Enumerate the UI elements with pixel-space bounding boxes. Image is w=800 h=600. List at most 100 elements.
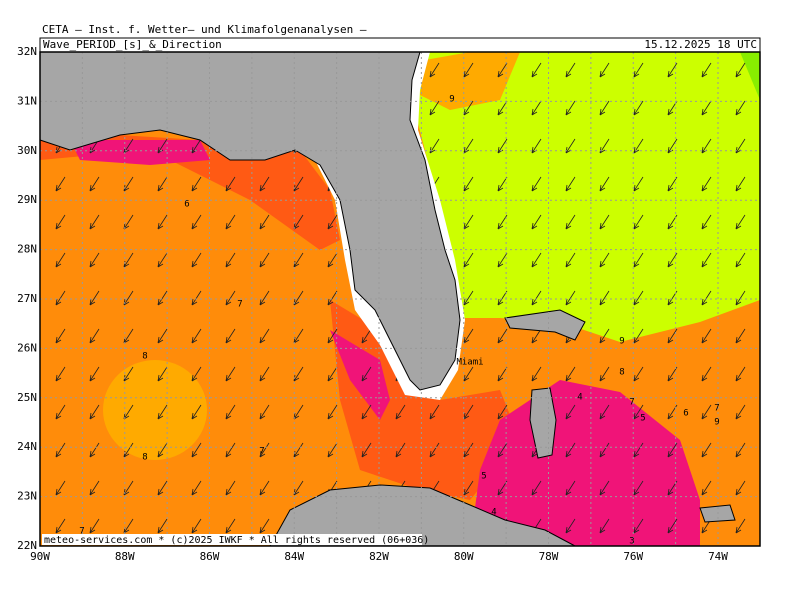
map-title: Wave_PERIOD_[s]_&_Direction	[43, 38, 222, 51]
arrow	[55, 442, 66, 458]
arrow	[565, 518, 576, 534]
contour-label: 9	[714, 418, 719, 428]
arrow	[735, 366, 746, 382]
arrow	[565, 290, 576, 306]
arrow	[531, 328, 542, 344]
arrow	[55, 404, 66, 420]
arrow	[191, 366, 202, 382]
contour-label: 7	[629, 398, 634, 408]
lon-label: 86W	[200, 550, 220, 563]
arrow	[259, 176, 270, 192]
arrow	[565, 252, 576, 268]
footer-bg	[42, 534, 422, 545]
arrow	[191, 404, 202, 420]
arrow	[191, 328, 202, 344]
arrow	[191, 442, 202, 458]
valid-time: 15.12.2025 18 UTC	[644, 38, 757, 51]
arrow	[667, 138, 678, 154]
arrow	[497, 100, 508, 116]
arrow	[633, 62, 644, 78]
arrow	[225, 214, 236, 230]
arrow	[667, 442, 678, 458]
footer: meteo-services.com * (c)2025 IWKF * All …	[44, 535, 429, 546]
arrow	[735, 252, 746, 268]
arrow	[191, 290, 202, 306]
lon-label: 88W	[115, 550, 135, 563]
arrow	[735, 518, 746, 534]
arrow	[667, 328, 678, 344]
contour-label: 5	[640, 414, 645, 424]
arrow	[565, 214, 576, 230]
arrow	[497, 176, 508, 192]
arrow	[531, 480, 542, 496]
arrow	[361, 404, 372, 420]
arrow	[701, 214, 712, 230]
place-label: Miami	[456, 358, 483, 368]
field-dark-orange	[330, 300, 520, 500]
arrow	[463, 366, 474, 382]
lon-label: 78W	[539, 550, 559, 563]
arrow	[157, 290, 168, 306]
arrow	[667, 176, 678, 192]
arrow	[89, 518, 100, 534]
arrow	[497, 442, 508, 458]
plot-frame	[39, 51, 761, 547]
arrow	[531, 100, 542, 116]
arrow	[259, 404, 270, 420]
arrow	[395, 404, 406, 420]
lat-label: 24N	[17, 440, 37, 453]
arrow	[565, 480, 576, 496]
arrow	[225, 366, 236, 382]
arrow	[259, 252, 270, 268]
arrow	[157, 252, 168, 268]
arrow	[327, 290, 338, 306]
contour-label: 9	[449, 95, 454, 105]
arrow	[157, 366, 168, 382]
lat-label: 23N	[17, 490, 37, 503]
arrow	[565, 366, 576, 382]
arrow	[191, 214, 202, 230]
arrow	[259, 366, 270, 382]
arrow	[429, 404, 440, 420]
arrow	[429, 62, 440, 78]
arrow	[89, 176, 100, 192]
arrow	[599, 328, 610, 344]
arrow	[599, 290, 610, 306]
arrow	[225, 328, 236, 344]
arrow	[497, 62, 508, 78]
arrow	[565, 100, 576, 116]
arrow	[497, 214, 508, 230]
contour-label: 8	[619, 368, 624, 378]
arrow	[599, 176, 610, 192]
arrow	[531, 290, 542, 306]
arrow	[55, 328, 66, 344]
arrow	[565, 176, 576, 192]
arrow	[327, 404, 338, 420]
arrow	[55, 176, 66, 192]
arrow	[735, 62, 746, 78]
arrow	[633, 100, 644, 116]
arrow	[463, 442, 474, 458]
graticule	[40, 52, 760, 546]
arrow	[259, 328, 270, 344]
arrow	[157, 518, 168, 534]
arrow	[157, 214, 168, 230]
arrow	[191, 176, 202, 192]
arrow	[599, 442, 610, 458]
contour-label: 7	[237, 300, 242, 310]
arrow	[157, 404, 168, 420]
arrow	[327, 328, 338, 344]
arrow	[633, 290, 644, 306]
arrow	[701, 290, 712, 306]
lat-label: 31N	[17, 94, 37, 107]
arrow	[735, 214, 746, 230]
arrow	[497, 252, 508, 268]
arrow	[735, 404, 746, 420]
contour-label: 6	[683, 409, 688, 419]
abaco-land	[504, 309, 586, 341]
lat-label: 26N	[17, 341, 37, 354]
arrow	[599, 100, 610, 116]
field-lime	[412, 52, 760, 342]
arrow	[667, 62, 678, 78]
